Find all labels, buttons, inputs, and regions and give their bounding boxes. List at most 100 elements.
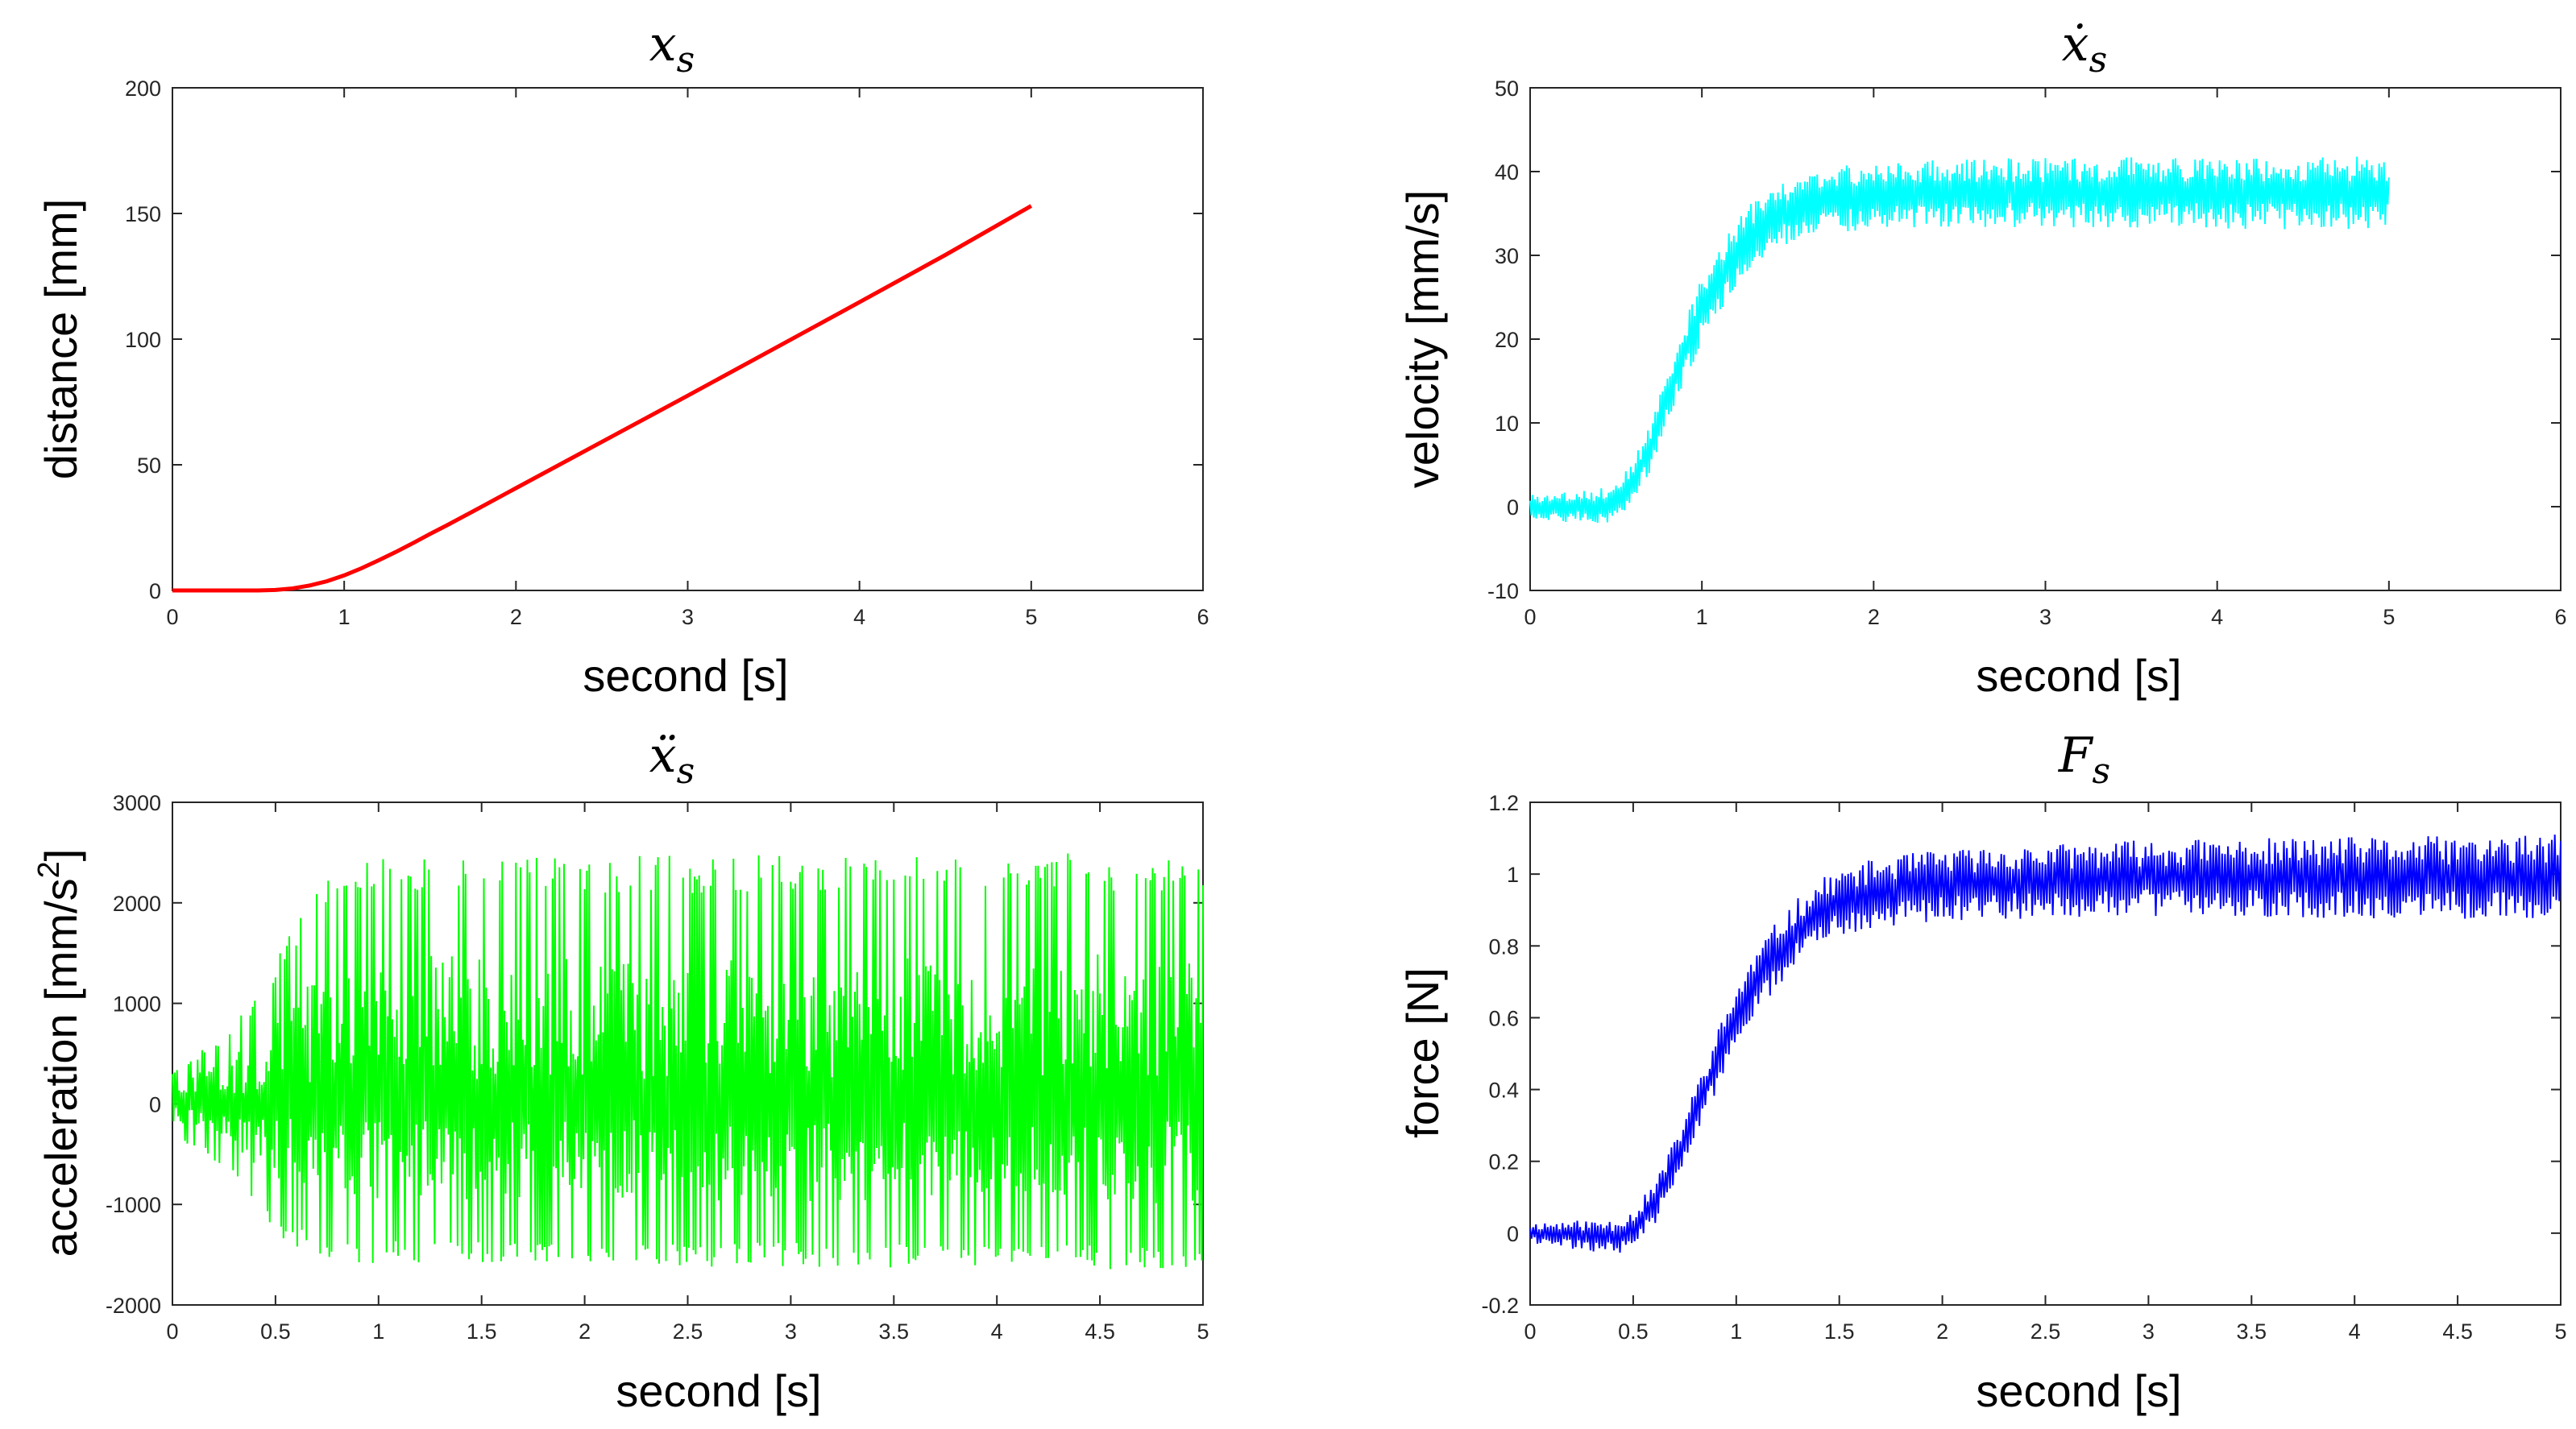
x-tick-label: 4.5 [2442, 1319, 2473, 1344]
x-tick-label: 0 [166, 1319, 178, 1344]
x-tick-label: 6 [1197, 605, 1209, 629]
y-tick-label: 0.8 [1488, 934, 1519, 959]
y-tick-label: 0.2 [1488, 1150, 1519, 1174]
x-tick-label: 2 [1868, 605, 1880, 629]
title-subscript: s [677, 39, 695, 81]
x-tick-label: 2.5 [673, 1319, 703, 1344]
chart-title: ẋs [2062, 16, 2107, 81]
x-tick-label: 6 [2554, 605, 2566, 629]
x-tick-label: 0 [1524, 1319, 1536, 1344]
x-tick-label: 1 [372, 1319, 384, 1344]
x-tick-label: 3.5 [879, 1319, 910, 1344]
x-tick-label: 4 [2349, 1319, 2361, 1344]
title-subscript: s [677, 751, 695, 792]
x-tick-label: 0.5 [1618, 1319, 1649, 1344]
x-tick-label: 5 [1025, 605, 1037, 629]
x-tick-label: 5 [2383, 605, 2395, 629]
y-axis-label-end: ] [35, 849, 86, 862]
x-tick-label: 2 [1936, 1319, 1948, 1344]
panel-distance: 0 1 2 3 4 5 6 0 50 100 150 200 xs second [s] dista… [35, 16, 1209, 701]
y-tick-labels: -0.2 0 0.2 0.4 0.6 0.8 1 1.2 [1481, 791, 1519, 1318]
axis-ticks [172, 801, 1204, 1306]
y-tick-label: 50 [137, 454, 161, 478]
x-tick-labels: 0 1 2 3 4 5 6 [1524, 605, 2566, 629]
x-tick-label: 0 [166, 605, 178, 629]
x-tick-label: 4 [991, 1319, 1003, 1344]
x-tick-labels: 0 0.5 1 1.5 2 2.5 3 3.5 4 4.5 5 [1524, 1319, 2566, 1344]
chart-title: ẍs [649, 727, 695, 792]
chart-title: Fs [2058, 727, 2110, 792]
x-tick-label: 1 [1696, 605, 1708, 629]
x-axis-label: second [s] [616, 1365, 821, 1416]
y-tick-label: 40 [1495, 160, 1519, 184]
y-tick-label: 0.6 [1488, 1006, 1519, 1030]
x-tick-label: 5 [1197, 1319, 1209, 1344]
y-tick-label: 20 [1495, 328, 1519, 352]
y-axis-label: acceleration [mm/s2] [32, 849, 86, 1257]
x-tick-label: 3 [785, 1319, 797, 1344]
x-tick-label: 4 [853, 605, 865, 629]
y-axis-label: distance [mm] [35, 199, 86, 480]
plot-area [172, 87, 1204, 591]
y-tick-labels: 0 50 100 150 200 [125, 77, 161, 603]
y-tick-label: -0.2 [1481, 1294, 1519, 1318]
y-tick-label: -10 [1487, 579, 1519, 603]
x-tick-label: 1 [338, 605, 351, 629]
x-tick-label: 2.5 [2031, 1319, 2061, 1344]
x-tick-labels: 0 1 2 3 4 5 6 [166, 605, 1209, 629]
y-tick-label: -1000 [106, 1193, 161, 1217]
y-tick-label: 0 [149, 579, 161, 603]
title-subscript: s [2093, 751, 2111, 792]
y-tick-label: 30 [1495, 244, 1519, 268]
x-tick-label: 1.5 [1824, 1319, 1855, 1344]
y-tick-label: 0 [1507, 1222, 1519, 1246]
x-tick-label: 4 [2211, 605, 2223, 629]
y-axis-label-superscript: 2 [32, 861, 66, 878]
x-axis-label: second [s] [1976, 1365, 2181, 1416]
y-tick-label: 50 [1495, 77, 1519, 101]
y-tick-label: 1 [1507, 863, 1519, 887]
x-axis-label: second [s] [1976, 650, 2181, 701]
x-tick-label: 0.5 [260, 1319, 291, 1344]
y-tick-label: 1.2 [1488, 791, 1519, 815]
title-base: x [649, 16, 677, 72]
y-axis-label-main: acceleration [mm/s [35, 878, 86, 1257]
y-tick-label: 0 [1507, 495, 1519, 520]
y-tick-labels: -2000 -1000 0 1000 2000 3000 [106, 791, 161, 1318]
y-tick-label: 2000 [113, 892, 161, 916]
x-tick-label: 3 [682, 605, 694, 629]
x-tick-label: 0 [1524, 605, 1536, 629]
x-axis-label: second [s] [583, 650, 788, 701]
chart-title: xs [649, 16, 695, 81]
title-base: x [2062, 16, 2089, 72]
title-base: x [649, 727, 677, 784]
title-subscript: s [2089, 39, 2108, 81]
x-tick-label: 3 [2039, 605, 2051, 629]
y-tick-label: 0 [149, 1092, 161, 1116]
axis-ticks [172, 87, 1204, 591]
y-tick-label: 200 [125, 77, 161, 101]
series-line-acceleration [172, 853, 1204, 1270]
series-line-force [1529, 835, 2561, 1253]
y-tick-label: -2000 [106, 1294, 161, 1318]
x-tick-label: 5 [2554, 1319, 2566, 1344]
y-tick-label: 0.4 [1488, 1079, 1519, 1103]
axis-ticks [1529, 87, 2561, 591]
y-tick-label: 100 [125, 328, 161, 352]
panel-acceleration: 0 0.5 1 1.5 2 2.5 3 3.5 4 4.5 5 -2000 -1000 0 1000 200… [32, 727, 1209, 1416]
x-tick-label: 3 [2143, 1319, 2155, 1344]
y-tick-label: 10 [1495, 412, 1519, 436]
x-tick-label: 1.5 [467, 1319, 497, 1344]
x-tick-label: 3.5 [2237, 1319, 2267, 1344]
x-tick-label: 2 [579, 1319, 591, 1344]
y-tick-label: 1000 [113, 992, 161, 1017]
y-tick-labels: -10 0 10 20 30 40 50 [1487, 77, 1519, 603]
y-axis-label: velocity [mm/s] [1397, 190, 1448, 488]
y-tick-label: 150 [125, 202, 161, 226]
panel-force: 0 0.5 1 1.5 2 2.5 3 3.5 4 4.5 5 -0.200.20.40.60.81… [1397, 727, 2567, 1416]
x-tick-labels: 0 0.5 1 1.5 2 2.5 3 3.5 4 4.5 5 [166, 1319, 1209, 1344]
title-base: F [2058, 727, 2094, 784]
series-line-distance [172, 204, 1033, 593]
